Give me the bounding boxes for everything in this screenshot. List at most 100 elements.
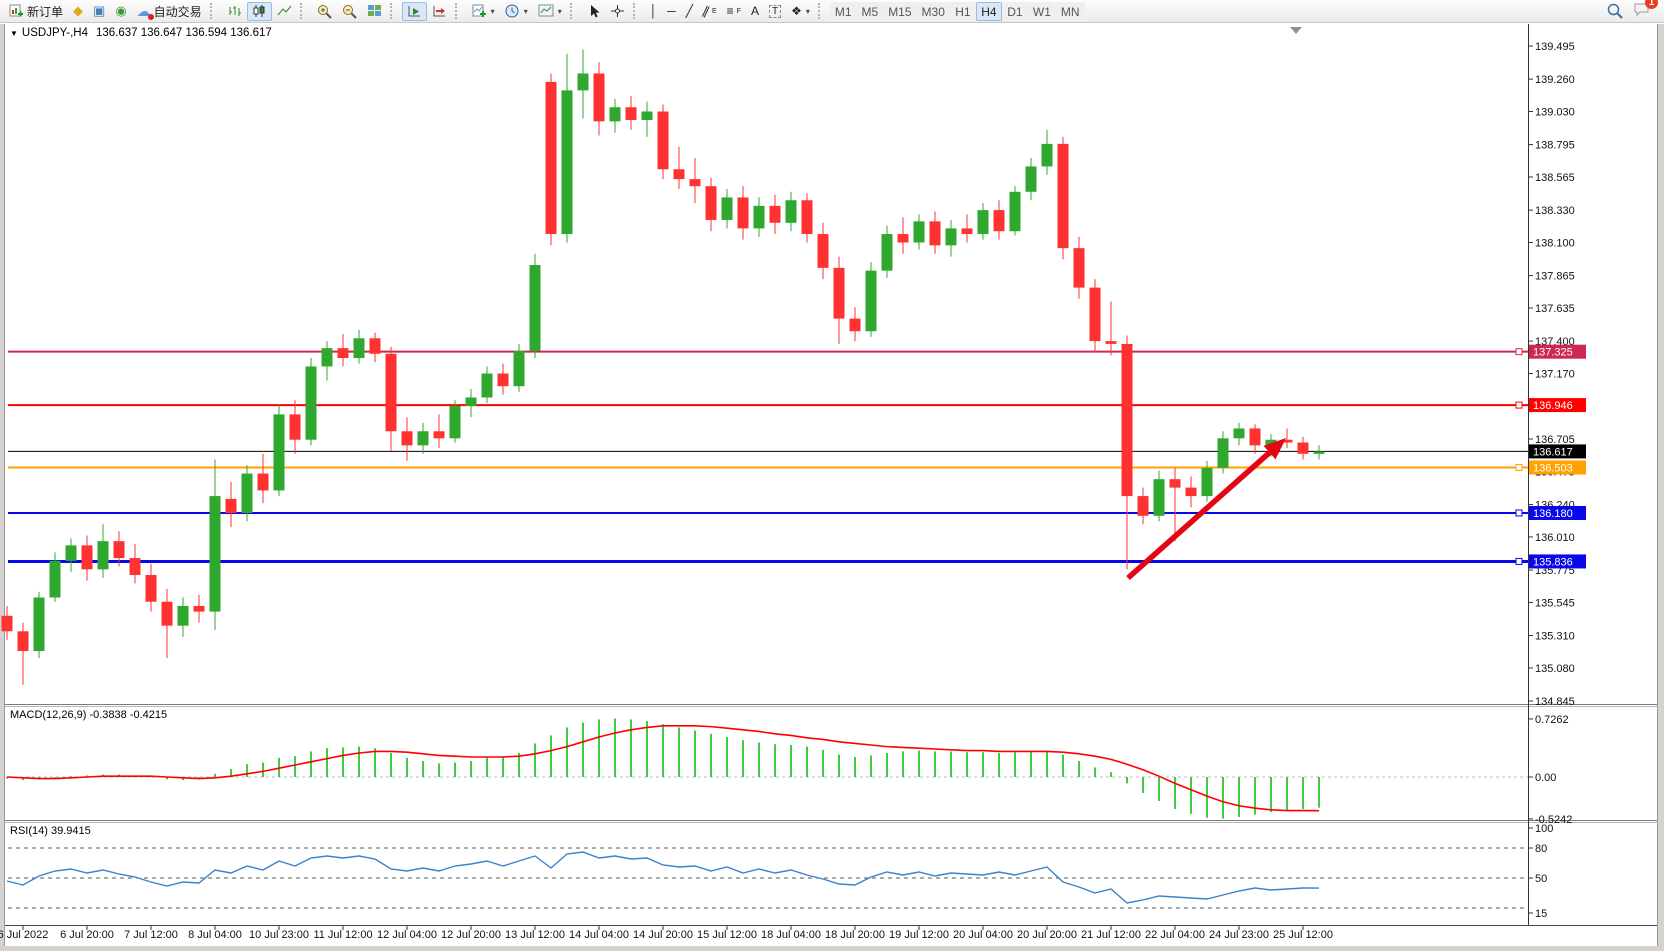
zoom-out-button[interactable] xyxy=(337,2,362,21)
price-line-handle[interactable] xyxy=(1515,401,1523,409)
price-line-handle[interactable] xyxy=(1515,509,1523,517)
candle xyxy=(289,414,301,440)
candle xyxy=(97,541,109,570)
channel-tool-button[interactable]: ∥ E xyxy=(698,2,722,21)
auto-scroll-button[interactable] xyxy=(401,1,427,21)
candle xyxy=(65,545,77,561)
hline-tool-button[interactable]: ─ xyxy=(662,2,681,21)
trend-arrow-head[interactable] xyxy=(1263,438,1286,460)
chart-menu-triangle-icon[interactable]: ▼ xyxy=(10,29,18,38)
zoom-in-icon xyxy=(317,4,332,19)
trend-arrow-shaft[interactable] xyxy=(1126,450,1272,581)
candle xyxy=(113,541,125,559)
candle xyxy=(993,210,1005,232)
tf-button-h1[interactable]: H1 xyxy=(949,1,976,21)
text-label-icon: T xyxy=(768,4,782,18)
zoom-out-icon xyxy=(342,4,357,19)
main-toolbar: 新订单 ◆ ▣ ◉ ☁ 自动交易 ▾ ▾ ▾ │ ─ ╱ ∥ E ≡ F A T ❖… xyxy=(0,0,1664,23)
channel-icon: ∥ xyxy=(700,3,712,19)
price-line-handle[interactable] xyxy=(1515,348,1523,356)
trend-arrow[interactable] xyxy=(1126,438,1286,581)
line-chart-mode-button[interactable] xyxy=(272,2,297,21)
candle xyxy=(1249,428,1261,446)
candle xyxy=(337,348,349,359)
price-line-handle[interactable] xyxy=(1515,557,1523,565)
autotrade-button[interactable]: ☁ 自动交易 xyxy=(132,2,207,21)
candle xyxy=(353,338,365,359)
price-axis-label: 138.795 xyxy=(1535,140,1575,152)
new-order-button[interactable]: 新订单 xyxy=(4,2,68,21)
terminal-button[interactable]: ▣ xyxy=(88,2,110,21)
candle xyxy=(401,431,413,446)
time-axis-label: 22 Jul 04:00 xyxy=(1145,929,1205,941)
price-badge-label: 135.836 xyxy=(1533,556,1573,568)
tf-button-mn[interactable]: MN xyxy=(1055,1,1085,21)
toolbar-grip xyxy=(389,3,397,19)
candle xyxy=(705,186,717,220)
ohlc-values: 136.637 136.647 136.594 136.617 xyxy=(95,27,272,39)
chart-window[interactable]: 139.495 139.260 139.030 138.795 138.565 138.3… xyxy=(0,23,1664,951)
indicators-icon xyxy=(472,4,486,17)
vline-tool-button[interactable]: │ xyxy=(645,2,663,21)
text-label-tool-button[interactable]: T xyxy=(764,2,786,21)
price-axis-label: 138.100 xyxy=(1535,238,1575,250)
price-line-handle[interactable] xyxy=(1515,463,1523,471)
bar-chart-icon xyxy=(229,6,241,16)
candle xyxy=(609,107,621,122)
arrows-tool-button[interactable]: ❖ ▾ xyxy=(786,2,815,21)
tf-button-m30[interactable]: M30 xyxy=(916,1,950,21)
price-axis-label: 135.310 xyxy=(1535,631,1575,643)
dropdown-caret: ▾ xyxy=(557,6,562,16)
tf-button-w1[interactable]: W1 xyxy=(1027,1,1056,21)
tf-button-m1[interactable]: M1 xyxy=(829,1,857,21)
templates-button[interactable]: ▾ xyxy=(533,2,567,21)
candle xyxy=(721,197,733,220)
chart-canvas[interactable]: 139.495 139.260 139.030 138.795 138.565 138.3… xyxy=(0,23,1664,951)
chart-shift-button[interactable] xyxy=(427,2,452,21)
text-tool-button[interactable]: A xyxy=(746,2,764,21)
notification-badge: 1 xyxy=(1645,0,1658,9)
candle xyxy=(801,200,813,235)
macd-axis-label: 0.00 xyxy=(1535,772,1556,784)
tf-button-h4[interactable]: H4 xyxy=(975,1,1002,21)
fibonacci-icon: ≡ xyxy=(726,4,734,18)
search-icon[interactable] xyxy=(1607,3,1623,19)
time-axis-label: 20 Jul 04:00 xyxy=(953,929,1013,941)
cursor-tool-button[interactable] xyxy=(582,2,605,21)
signals-button[interactable]: ◉ xyxy=(110,2,131,21)
tile-windows-button[interactable] xyxy=(362,2,387,21)
time-axis-label: 18 Jul 20:00 xyxy=(825,929,885,941)
cursor-icon xyxy=(590,5,600,18)
periods-button[interactable]: ▾ xyxy=(500,2,533,21)
candle xyxy=(1057,143,1069,249)
candle xyxy=(1153,479,1165,516)
fibonacci-tool-button[interactable]: ≡ F xyxy=(722,2,746,21)
candle xyxy=(1313,451,1325,454)
macd-axis-label: 0.7262 xyxy=(1535,714,1569,726)
tf-button-m5[interactable]: M5 xyxy=(856,1,884,21)
rsi-axis-label: 50 xyxy=(1535,873,1547,885)
candle xyxy=(225,498,237,513)
chat-button[interactable]: 1 xyxy=(1633,0,1658,20)
crosshair-tool-button[interactable] xyxy=(605,2,630,21)
market-watch-button[interactable]: ◆ xyxy=(68,2,88,21)
toolbar-grip xyxy=(299,3,307,19)
toolbar-grip xyxy=(569,3,577,19)
zoom-in-button[interactable] xyxy=(312,2,337,21)
price-badge-label: 136.503 xyxy=(1533,462,1573,474)
chart-shift-marker-icon[interactable] xyxy=(1290,27,1302,34)
tf-button-d1[interactable]: D1 xyxy=(1001,1,1028,21)
window-frame-left xyxy=(0,24,4,951)
trendline-tool-button[interactable]: ╱ xyxy=(681,2,698,21)
bar-chart-mode-button[interactable] xyxy=(222,2,247,21)
time-axis-label: 20 Jul 20:00 xyxy=(1017,929,1077,941)
indicators-button[interactable]: ▾ xyxy=(467,2,500,21)
hlines-group xyxy=(8,348,1528,565)
candle xyxy=(1297,442,1309,454)
candle xyxy=(689,179,701,187)
tf-button-m15[interactable]: M15 xyxy=(883,1,917,21)
candlestick-mode-button[interactable] xyxy=(246,1,272,21)
candle xyxy=(817,234,829,268)
clock-icon xyxy=(505,4,519,17)
candle xyxy=(1265,439,1277,446)
